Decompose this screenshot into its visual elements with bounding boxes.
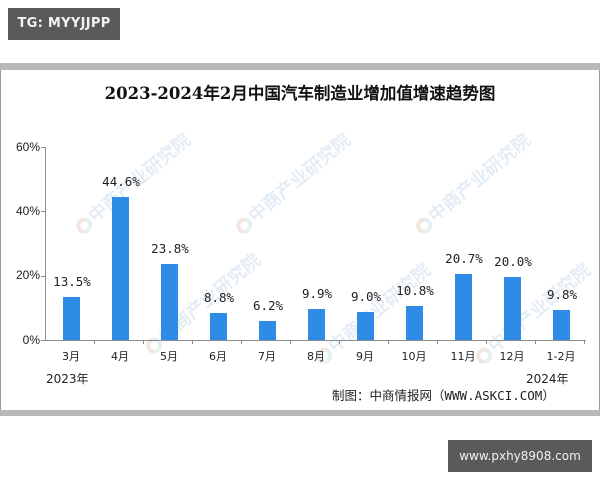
bar-8月 [308,309,325,340]
bar-value-label: 13.5% [53,274,91,289]
x-axis [45,340,586,341]
y-tick-mark [41,211,45,212]
bar-10月 [406,306,423,340]
top-watermark-tag: TG: MYYJJPP [8,8,120,40]
bar-value-label: 44.6% [102,174,140,189]
bar-value-label: 9.9% [301,286,333,301]
y-tick-label: 40% [15,204,40,218]
bar-value-label: 9.8% [546,287,578,302]
chart-source: 制图：中商情报网（WWW.ASKCI.COM） [332,388,555,403]
x-category-label: 11月 [450,350,476,363]
bar-11月 [455,274,472,340]
chart-panel [0,70,600,410]
x-tick-mark [437,340,438,344]
x-category-label: 12月 [499,350,525,363]
x-tick-mark [290,340,291,344]
bar-value-label: 10.8% [396,283,434,298]
bar-value-label: 9.0% [350,289,382,304]
y-tick-label: 60% [15,140,40,154]
bar-1-2月 [553,310,570,340]
x-tick-mark [486,340,487,344]
bottom-divider-band [0,410,600,416]
x-tick-mark [192,340,193,344]
y-tick-label: 20% [15,268,40,282]
x-category-label: 9月 [356,350,374,363]
x-category-label: 6月 [209,350,227,363]
year-label-end: 2024年 [526,372,569,386]
bar-7月 [259,321,276,340]
x-tick-mark [143,340,144,344]
x-category-label: 8月 [307,350,325,363]
bar-value-label: 20.7% [445,251,483,266]
bar-6月 [210,313,227,340]
bottom-watermark-tag: www.pxhy8908.com [448,440,592,472]
x-category-label: 5月 [160,350,178,363]
bar-5月 [161,264,178,340]
x-category-label: 3月 [62,350,80,363]
bar-value-label: 23.8% [151,241,189,256]
y-tick-mark [41,147,45,148]
year-label-start: 2023年 [46,372,89,386]
x-category-label: 10月 [401,350,427,363]
y-tick-label: 0% [22,333,40,347]
y-tick-mark [41,276,45,277]
x-tick-mark [339,340,340,344]
bar-4月 [112,197,129,340]
x-tick-mark [388,340,389,344]
x-tick-mark [241,340,242,344]
x-tick-mark [535,340,536,344]
bar-9月 [357,312,374,340]
bar-3月 [63,297,80,340]
x-tick-mark [94,340,95,344]
x-category-label: 4月 [111,350,129,363]
top-divider-band [0,63,600,71]
bar-value-label: 6.2% [252,298,284,313]
bar-value-label: 20.0% [494,254,532,269]
y-tick-mark [41,340,45,341]
bar-value-label: 8.8% [203,290,235,305]
y-axis [45,147,46,341]
chart-title: 2023-2024年2月中国汽车制造业增加值增速趋势图 [104,84,496,103]
x-category-label: 1-2月 [546,350,576,363]
x-category-label: 7月 [258,350,276,363]
x-tick-mark [584,340,585,344]
bar-12月 [504,277,521,340]
